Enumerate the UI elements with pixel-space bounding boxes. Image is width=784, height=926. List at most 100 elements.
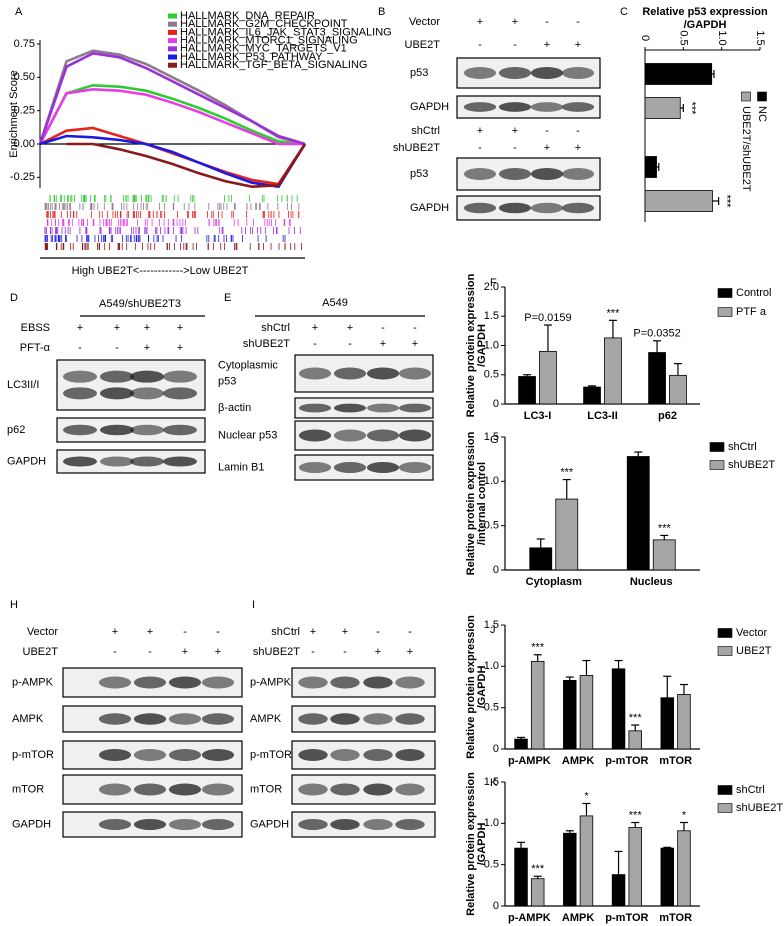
y-axis-label: Relative protein expression	[465, 772, 477, 916]
panel-label: G	[490, 434, 499, 446]
bar	[660, 847, 675, 907]
blot-band	[99, 370, 135, 383]
blot-band	[162, 387, 198, 400]
blot-band	[298, 367, 332, 380]
y-tick-label: 0.25	[14, 105, 35, 117]
condition-sign: -	[343, 646, 347, 658]
condition-sign: +	[114, 322, 120, 334]
bar	[644, 63, 713, 85]
blot-band	[298, 749, 328, 761]
significance: ***	[685, 102, 697, 116]
bar	[514, 738, 528, 750]
y-tick-label: 0.00	[14, 138, 35, 150]
series-line	[66, 142, 307, 189]
blot-band	[366, 367, 400, 380]
y-tick-label: 0	[493, 743, 499, 755]
blot-band	[463, 168, 497, 180]
band-label: mTOR	[250, 783, 282, 795]
condition-label: shCtrl	[411, 125, 440, 137]
band-label: p62	[7, 424, 25, 436]
blot-band	[398, 429, 432, 442]
x-tick-label: 1.0	[716, 30, 728, 45]
blot-band	[62, 387, 98, 400]
significance: ***	[560, 466, 574, 478]
blot-band	[98, 819, 132, 830]
legend-label: shUBE2T	[728, 459, 775, 471]
blot-band	[333, 367, 367, 380]
blot-band	[398, 462, 432, 473]
condition-sign: +	[477, 16, 483, 28]
condition-sign: -	[313, 338, 317, 350]
legend-swatch	[168, 13, 177, 19]
condition-sign: -	[513, 39, 517, 51]
band-label: GAPDH	[7, 455, 46, 467]
condition-sign: -	[513, 142, 517, 154]
y-axis-label: Relative protein expression	[465, 273, 477, 417]
condition-label: shCtrl	[271, 626, 300, 638]
y-tick-label: 1.5	[484, 776, 499, 788]
blot-band	[98, 749, 132, 761]
condition-label: shCtrl	[261, 322, 290, 334]
bar	[660, 697, 675, 750]
x-tick-label: AMPK	[562, 912, 594, 924]
legend-swatch	[709, 442, 725, 452]
legend-label: shCtrl	[728, 441, 757, 453]
bar	[644, 190, 713, 212]
significance: ***	[629, 809, 643, 821]
bar	[518, 376, 536, 405]
legend-swatch	[717, 628, 733, 638]
legend-label: HALLMARK_IL6_JAK_STAT3_SIGNALING	[180, 26, 392, 38]
blot-band	[366, 403, 400, 413]
series-line	[38, 83, 306, 146]
panel-label: E	[224, 292, 231, 304]
y-axis-label: Relative protein expression	[465, 431, 477, 575]
legend-swatch	[717, 307, 733, 317]
legend-label: HALLMARK_DNA_REPAIR	[180, 10, 315, 22]
y-tick-label: 1.0	[484, 475, 499, 487]
condition-label: Vector	[409, 16, 441, 28]
condition-sign: +	[544, 142, 550, 154]
y-axis-label: /GAPDH	[476, 666, 488, 709]
legend-label: HALLMARK_MYC_TARGETS_V1	[180, 43, 347, 55]
bar	[611, 874, 626, 907]
panel-label: D	[10, 292, 18, 304]
blot-band	[530, 67, 564, 79]
blot-band	[133, 783, 167, 796]
blot-band	[162, 424, 198, 436]
blot-band	[99, 456, 135, 467]
legend-swatch	[168, 21, 177, 27]
blot-band	[530, 102, 564, 112]
x-tick-label: mTOR	[659, 912, 692, 924]
band-label: AMPK	[12, 713, 44, 725]
blot-band	[363, 713, 393, 725]
x-tick-label: mTOR	[659, 755, 692, 767]
condition-sign: -	[113, 646, 117, 658]
legend-swatch	[741, 91, 751, 102]
x-tick-label: Nucleus	[630, 576, 673, 588]
blot-band	[168, 749, 202, 761]
band-label: p-AMPK	[12, 676, 54, 688]
series-line	[38, 87, 305, 146]
condition-sign: -	[413, 322, 417, 334]
condition-sign: +	[477, 125, 483, 137]
bar	[530, 660, 545, 750]
blot-band	[561, 67, 595, 79]
x-tick-label: AMPK	[562, 755, 594, 767]
legend-swatch	[168, 29, 177, 35]
series-line	[39, 134, 307, 189]
condition-sign: -	[381, 322, 385, 334]
condition-sign: +	[575, 39, 581, 51]
blot-band	[395, 749, 425, 761]
series-line	[38, 51, 306, 146]
legend-label: HALLMARK_G2M_CHECKPOINT	[180, 18, 348, 30]
blot-band	[168, 676, 202, 689]
condition-label: shUBE2T	[253, 646, 300, 658]
band-label: p53	[410, 67, 428, 79]
blot-frame	[56, 359, 206, 411]
y-tick-label: -0.25	[10, 171, 35, 183]
bar	[579, 675, 594, 750]
blot-band	[366, 462, 400, 473]
bar	[583, 386, 601, 405]
bar	[626, 456, 650, 571]
legend-label: UBE2T	[736, 645, 772, 657]
